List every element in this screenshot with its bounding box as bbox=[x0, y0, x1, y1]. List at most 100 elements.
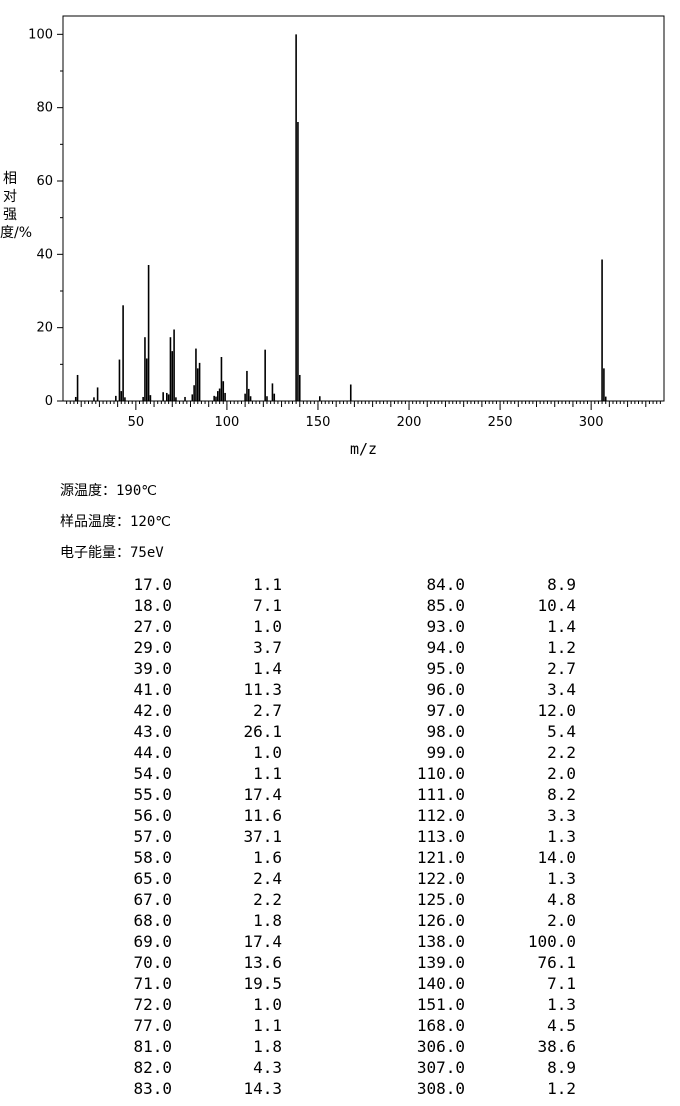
table-row: 18.0 7.1 85.0 10.4 bbox=[0, 595, 680, 616]
source-temperature-value: 190℃ bbox=[116, 483, 158, 499]
x-tick-label: 250 bbox=[488, 415, 513, 430]
mz-cell: 69.0 bbox=[133, 932, 172, 951]
mz-cell: 112.0 bbox=[416, 806, 465, 825]
intensity-cell: 13.6 bbox=[243, 953, 282, 972]
intensity-cell: 1.3 bbox=[547, 827, 576, 846]
mz-cell: 151.0 bbox=[416, 995, 465, 1014]
mz-cell: 43.0 bbox=[133, 722, 172, 741]
mz-cell: 57.0 bbox=[133, 827, 172, 846]
mz-cell: 125.0 bbox=[416, 890, 465, 909]
intensity-cell: 2.4 bbox=[253, 869, 282, 888]
y-tick-label: 20 bbox=[36, 321, 53, 336]
table-row: 44.0 1.0 99.0 2.2 bbox=[0, 742, 680, 763]
intensity-cell: 1.2 bbox=[547, 638, 576, 657]
intensity-cell: 14.0 bbox=[537, 848, 576, 867]
mass-spectrum-chart: 0 20 40 60 80 100 50 100 150 200 250 300 m/z bbox=[28, 15, 665, 458]
intensity-cell: 17.4 bbox=[243, 785, 282, 804]
x-tick-label: 100 bbox=[214, 415, 239, 430]
x-tick-label: 150 bbox=[306, 415, 331, 430]
table-row: 69.0 17.4 138.0 100.0 bbox=[0, 931, 680, 952]
mz-cell: 138.0 bbox=[416, 932, 465, 951]
intensity-cell: 7.1 bbox=[253, 596, 282, 615]
intensity-cell: 1.0 bbox=[253, 743, 282, 762]
mz-cell: 70.0 bbox=[133, 953, 172, 972]
mz-cell: 97.0 bbox=[426, 701, 465, 720]
intensity-cell: 1.8 bbox=[253, 1037, 282, 1056]
mz-cell: 140.0 bbox=[416, 974, 465, 993]
intensity-cell: 4.8 bbox=[547, 890, 576, 909]
mz-cell: 308.0 bbox=[416, 1079, 465, 1098]
mz-cell: 82.0 bbox=[133, 1058, 172, 1077]
mz-cell: 122.0 bbox=[416, 869, 465, 888]
electron-energy-value: 75eV bbox=[130, 545, 164, 561]
y-tick-label: 0 bbox=[45, 394, 53, 409]
mz-cell: 307.0 bbox=[416, 1058, 465, 1077]
intensity-cell: 2.0 bbox=[547, 764, 576, 783]
intensity-cell: 2.7 bbox=[547, 659, 576, 678]
mz-cell: 111.0 bbox=[416, 785, 465, 804]
mz-cell: 17.0 bbox=[133, 575, 172, 594]
table-row: 77.0 1.1 168.0 4.5 bbox=[0, 1015, 680, 1036]
intensity-cell: 100.0 bbox=[527, 932, 576, 951]
intensity-cell: 8.2 bbox=[547, 785, 576, 804]
y-axis-label: 相对强度/% bbox=[0, 171, 33, 241]
mz-cell: 18.0 bbox=[133, 596, 172, 615]
intensity-cell: 2.2 bbox=[547, 743, 576, 762]
intensity-cell: 14.3 bbox=[243, 1079, 282, 1098]
intensity-cell: 38.6 bbox=[537, 1037, 576, 1056]
mz-cell: 93.0 bbox=[426, 617, 465, 636]
intensity-cell: 1.6 bbox=[253, 848, 282, 867]
intensity-cell: 1.0 bbox=[253, 995, 282, 1014]
table-row: 67.0 2.2 125.0 4.8 bbox=[0, 889, 680, 910]
mz-cell: 29.0 bbox=[133, 638, 172, 657]
mz-cell: 27.0 bbox=[133, 617, 172, 636]
mz-cell: 44.0 bbox=[133, 743, 172, 762]
mz-cell: 81.0 bbox=[133, 1037, 172, 1056]
plot-frame bbox=[62, 15, 665, 402]
y-tick-label: 40 bbox=[36, 247, 53, 262]
table-row: 71.0 19.5 140.0 7.1 bbox=[0, 973, 680, 994]
intensity-cell: 1.2 bbox=[547, 1079, 576, 1098]
intensity-cell: 76.1 bbox=[537, 953, 576, 972]
intensity-cell: 1.1 bbox=[253, 764, 282, 783]
table-row: 72.0 1.0 151.0 1.3 bbox=[0, 994, 680, 1015]
intensity-cell: 10.4 bbox=[537, 596, 576, 615]
table-row: 54.0 1.1 110.0 2.0 bbox=[0, 763, 680, 784]
mz-cell: 110.0 bbox=[416, 764, 465, 783]
intensity-cell: 7.1 bbox=[547, 974, 576, 993]
mz-cell: 168.0 bbox=[416, 1016, 465, 1035]
table-row: 56.0 11.6 112.0 3.3 bbox=[0, 805, 680, 826]
mz-cell: 39.0 bbox=[133, 659, 172, 678]
mz-cell: 83.0 bbox=[133, 1079, 172, 1098]
table-row: 41.0 11.3 96.0 3.4 bbox=[0, 679, 680, 700]
table-row: 43.0 26.1 98.0 5.4 bbox=[0, 721, 680, 742]
intensity-cell: 1.4 bbox=[547, 617, 576, 636]
table-row: 17.0 1.1 84.0 8.9 bbox=[0, 574, 680, 595]
mz-cell: 85.0 bbox=[426, 596, 465, 615]
intensity-cell: 11.6 bbox=[243, 806, 282, 825]
mz-cell: 99.0 bbox=[426, 743, 465, 762]
mz-cell: 84.0 bbox=[426, 575, 465, 594]
electron-energy-label: 电子能量： bbox=[60, 545, 130, 561]
source-temperature-label: 源温度： bbox=[60, 483, 116, 499]
table-row: 42.0 2.7 97.0 12.0 bbox=[0, 700, 680, 721]
intensity-cell: 2.0 bbox=[547, 911, 576, 930]
intensity-cell: 2.7 bbox=[253, 701, 282, 720]
intensity-cell: 8.9 bbox=[547, 1058, 576, 1077]
electron-energy: 电子能量：75eV bbox=[60, 542, 164, 562]
table-row: 83.0 14.3 308.0 1.2 bbox=[0, 1078, 680, 1099]
x-tick-label: 50 bbox=[128, 415, 145, 430]
intensity-cell: 37.1 bbox=[243, 827, 282, 846]
table-row: 58.0 1.6 121.0 14.0 bbox=[0, 847, 680, 868]
intensity-cell: 1.4 bbox=[253, 659, 282, 678]
intensity-cell: 1.0 bbox=[253, 617, 282, 636]
mz-cell: 41.0 bbox=[133, 680, 172, 699]
mz-cell: 56.0 bbox=[133, 806, 172, 825]
mz-cell: 55.0 bbox=[133, 785, 172, 804]
intensity-cell: 1.1 bbox=[253, 575, 282, 594]
intensity-cell: 19.5 bbox=[243, 974, 282, 993]
mz-cell: 139.0 bbox=[416, 953, 465, 972]
mz-cell: 68.0 bbox=[133, 911, 172, 930]
mz-cell: 71.0 bbox=[133, 974, 172, 993]
intensity-cell: 1.8 bbox=[253, 911, 282, 930]
